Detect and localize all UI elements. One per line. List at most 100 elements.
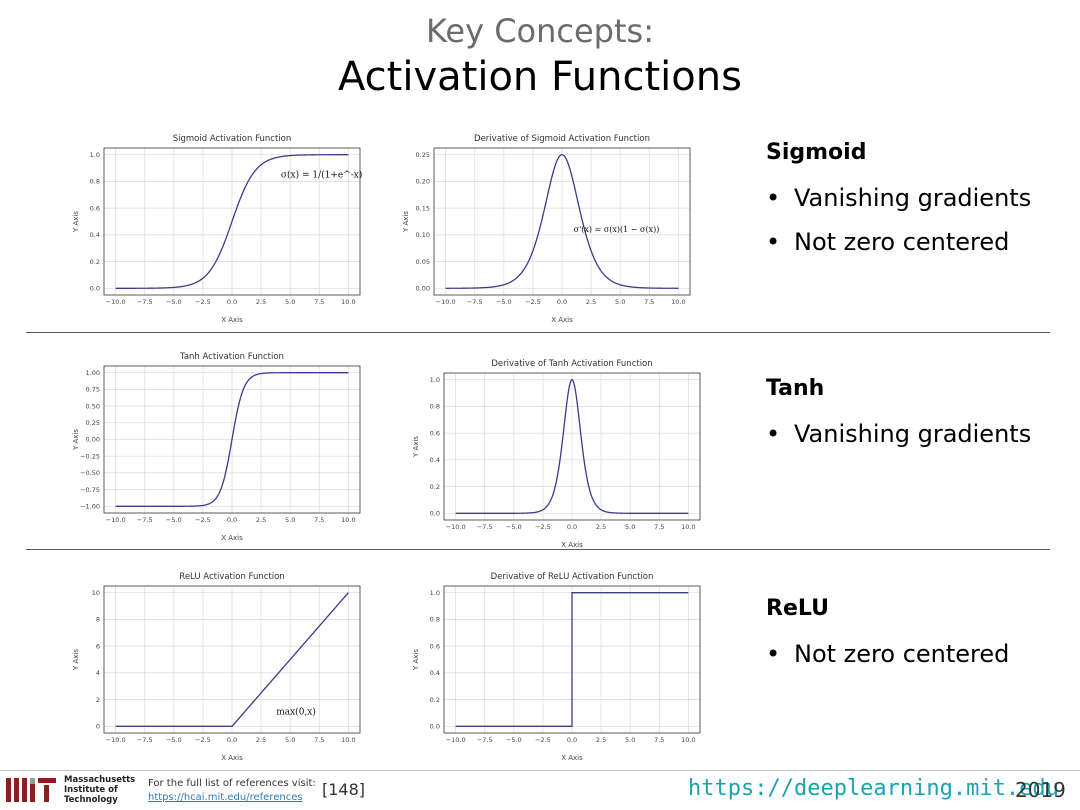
- y-tick-label: 0.8: [90, 178, 100, 186]
- sigmoid-svg: Sigmoid Activation Function −10.0 −7.5 −5.0…: [72, 134, 363, 324]
- formula-annotation: σ(x) = 1/(1+e^-x): [281, 169, 363, 180]
- x-tick-label: 10.0: [681, 523, 695, 531]
- x-tick-label: 5.0: [615, 298, 625, 306]
- reference-link[interactable]: https://hcai.mit.edu/references: [148, 792, 303, 803]
- y-tick-label: 1.00: [86, 369, 100, 377]
- formula-annotation: max(0,x): [276, 706, 316, 717]
- chart-title: Derivative of ReLU Activation Function: [491, 572, 654, 582]
- x-tick-label: 2.5: [256, 736, 266, 744]
- y-axis-label: Y Axis: [412, 649, 420, 671]
- reference-number: [148]: [322, 780, 366, 799]
- series-line: [455, 592, 689, 727]
- y-tick-label: 0.0: [430, 510, 440, 518]
- x-tick-label: 7.5: [654, 736, 664, 744]
- x-tick-label: 2.5: [256, 516, 266, 524]
- y-tick-label: 0.2: [430, 696, 440, 704]
- x-tick-label: 0.0: [557, 298, 567, 306]
- x-axis-label: X Axis: [221, 754, 243, 762]
- section-divider: [26, 332, 1050, 333]
- y-tick-label: 0.6: [430, 642, 440, 650]
- x-tick-label: 7.5: [314, 516, 324, 524]
- x-axis-label: X Axis: [561, 541, 583, 549]
- x-tick-label: 0.0: [227, 298, 237, 306]
- course-website-link[interactable]: https://deeplearning.mit.edu: [688, 776, 1059, 801]
- y-tick-label: 0.4: [430, 456, 440, 464]
- y-axis-label: Y Axis: [72, 429, 80, 451]
- y-axis-label: Y Axis: [412, 436, 420, 458]
- formula-annotation: σ'(x) = σ(x)(1 − σ(x)): [574, 225, 660, 234]
- sigmoid-derivative-chart: Derivative of Sigmoid Activation Functio…: [400, 130, 700, 325]
- y-tick-label: 0.6: [90, 204, 100, 212]
- x-tick-label: −5.0: [496, 298, 512, 306]
- x-tick-label: −5.0: [166, 736, 182, 744]
- bullet-item: Not zero centered: [766, 220, 1031, 264]
- plot-frame: [443, 372, 701, 521]
- y-tick-label: −0.25: [80, 452, 100, 460]
- y-axis-label: Y Axis: [72, 649, 80, 671]
- x-tick-label: −2.5: [535, 523, 551, 531]
- x-tick-label: 0.0: [567, 523, 577, 531]
- x-tick-label: 5.0: [285, 298, 295, 306]
- x-tick-label: 10.0: [341, 516, 355, 524]
- series-line: [455, 378, 689, 514]
- tanh-chart: Tanh Activation Function −10.0 −7.5 −5.0 −2.…: [70, 348, 370, 543]
- y-tick-label: −1.00: [80, 503, 100, 511]
- y-tick-label: 0.0: [430, 723, 440, 731]
- x-tick-label: −10.0: [446, 523, 466, 531]
- x-tick-label: 7.5: [314, 736, 324, 744]
- x-tick-label: 5.0: [285, 516, 295, 524]
- x-tick-label: −7.5: [477, 523, 493, 531]
- series-line: [115, 372, 349, 507]
- x-tick-label: −5.0: [166, 516, 182, 524]
- x-tick-label: 10.0: [681, 736, 695, 744]
- y-tick-label: 0.75: [86, 386, 100, 394]
- x-tick-label: 10.0: [341, 736, 355, 744]
- y-tick-label: 4: [96, 669, 100, 677]
- tanh-bullets: Vanishing gradients: [766, 412, 1031, 456]
- tanh-svg: Tanh Activation Function −10.0 −7.5 −5.0 −2.…: [72, 352, 361, 542]
- y-axis-label: Y Axis: [72, 211, 80, 233]
- y-axis-label: Y Axis: [402, 211, 410, 233]
- slide-kicker: Key Concepts:: [426, 12, 654, 50]
- x-tick-label: 5.0: [625, 736, 635, 744]
- x-tick-label: −10.0: [106, 516, 126, 524]
- x-tick-label: 0.0: [227, 736, 237, 744]
- x-tick-label: 2.5: [256, 298, 266, 306]
- y-tick-label: 0.05: [416, 258, 430, 266]
- section-divider: [26, 549, 1050, 550]
- y-tick-label: 0.15: [416, 204, 430, 212]
- relu-svg: ReLU Activation Function −10.0 −7.5 −5.0 −2.…: [72, 572, 361, 762]
- y-tick-label: 1.0: [430, 589, 440, 597]
- x-tick-label: −5.0: [506, 523, 522, 531]
- x-tick-label: 7.5: [314, 298, 324, 306]
- x-tick-label: 5.0: [625, 523, 635, 531]
- x-tick-label: −2.5: [525, 298, 541, 306]
- y-tick-label: 0.6: [430, 429, 440, 437]
- y-tick-label: 8: [96, 616, 100, 624]
- chart-title: Sigmoid Activation Function: [173, 134, 292, 144]
- y-tick-label: 2: [96, 696, 100, 704]
- x-tick-label: 2.5: [596, 736, 606, 744]
- x-tick-label: −7.5: [137, 298, 153, 306]
- x-tick-label: 10.0: [671, 298, 685, 306]
- year-label: 2019: [1015, 778, 1066, 802]
- chart-title: Derivative of Tanh Activation Function: [491, 359, 652, 369]
- sigmoid-bullets: Vanishing gradients Not zero centered: [766, 176, 1031, 264]
- tanh-deriv-svg: Derivative of Tanh Activation Function −1…: [412, 359, 701, 549]
- y-tick-label: 0.00: [86, 436, 100, 444]
- x-tick-label: 10.0: [341, 298, 355, 306]
- x-tick-label: −5.0: [166, 298, 182, 306]
- x-tick-label: −10.0: [106, 736, 126, 744]
- sigmoid-deriv-svg: Derivative of Sigmoid Activation Functio…: [402, 134, 691, 324]
- series-line: [115, 592, 349, 727]
- y-tick-label: 0.25: [416, 151, 430, 159]
- x-tick-label: 2.5: [596, 523, 606, 531]
- y-tick-label: 0.4: [90, 231, 100, 239]
- section-heading-relu: ReLU: [766, 596, 829, 621]
- bullet-item: Not zero centered: [766, 632, 1009, 676]
- x-tick-label: −10.0: [106, 298, 126, 306]
- x-tick-label: 0.0: [567, 736, 577, 744]
- plot-frame: [103, 365, 361, 514]
- plot-frame: [443, 585, 701, 734]
- y-tick-label: 0.2: [90, 258, 100, 266]
